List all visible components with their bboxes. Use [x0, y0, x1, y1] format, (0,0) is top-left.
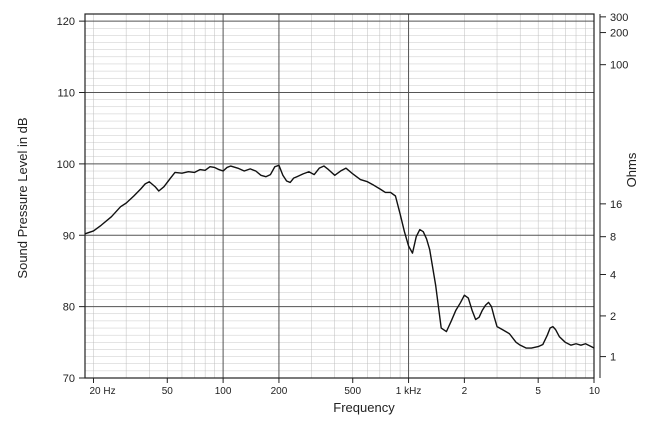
y-tick-label: 100: [57, 159, 75, 171]
x-tick-label: 100: [215, 386, 232, 397]
y2-tick-label: 1: [610, 352, 616, 364]
x-tick-label: 10: [589, 386, 601, 397]
x-tick-label: 200: [271, 386, 288, 397]
axis-labels: Frequency Sound Pressure Level in dB Ohm…: [15, 117, 639, 415]
y-tick-label: 70: [63, 373, 75, 385]
x-tick-label: 2: [462, 386, 468, 397]
y2-axis-label: Ohms: [624, 152, 639, 187]
y2-tick-label: 16: [610, 199, 622, 211]
y-tick-label: 110: [57, 88, 75, 100]
y2-tick-label: 200: [610, 28, 628, 40]
y2-tick-label: 300: [610, 12, 628, 24]
x-tick-label: 20 Hz: [89, 386, 115, 397]
series-layer: [84, 164, 595, 349]
y-tick-label: 120: [57, 16, 75, 28]
x-tick-label: 500: [344, 386, 361, 397]
y2-tick-label: 8: [610, 232, 616, 244]
x-tick-label: 50: [162, 386, 174, 397]
y2-tick-label: 100: [610, 60, 628, 72]
x-tick-label: 5: [535, 386, 541, 397]
response-curve-line: [84, 164, 595, 349]
y-tick-label: 90: [63, 230, 75, 242]
x-tick-label: 1 kHz: [396, 386, 422, 397]
plot-frame: [84, 13, 595, 379]
y2-tick-label: 4: [610, 270, 616, 282]
y2-tick-label: 2: [610, 311, 616, 323]
y-axis-label: Sound Pressure Level in dB: [15, 117, 30, 278]
minor-grid: [85, 13, 594, 379]
major-grid: [85, 14, 594, 379]
y-tick-label: 80: [63, 302, 75, 314]
x-axis-label: Frequency: [333, 400, 395, 415]
